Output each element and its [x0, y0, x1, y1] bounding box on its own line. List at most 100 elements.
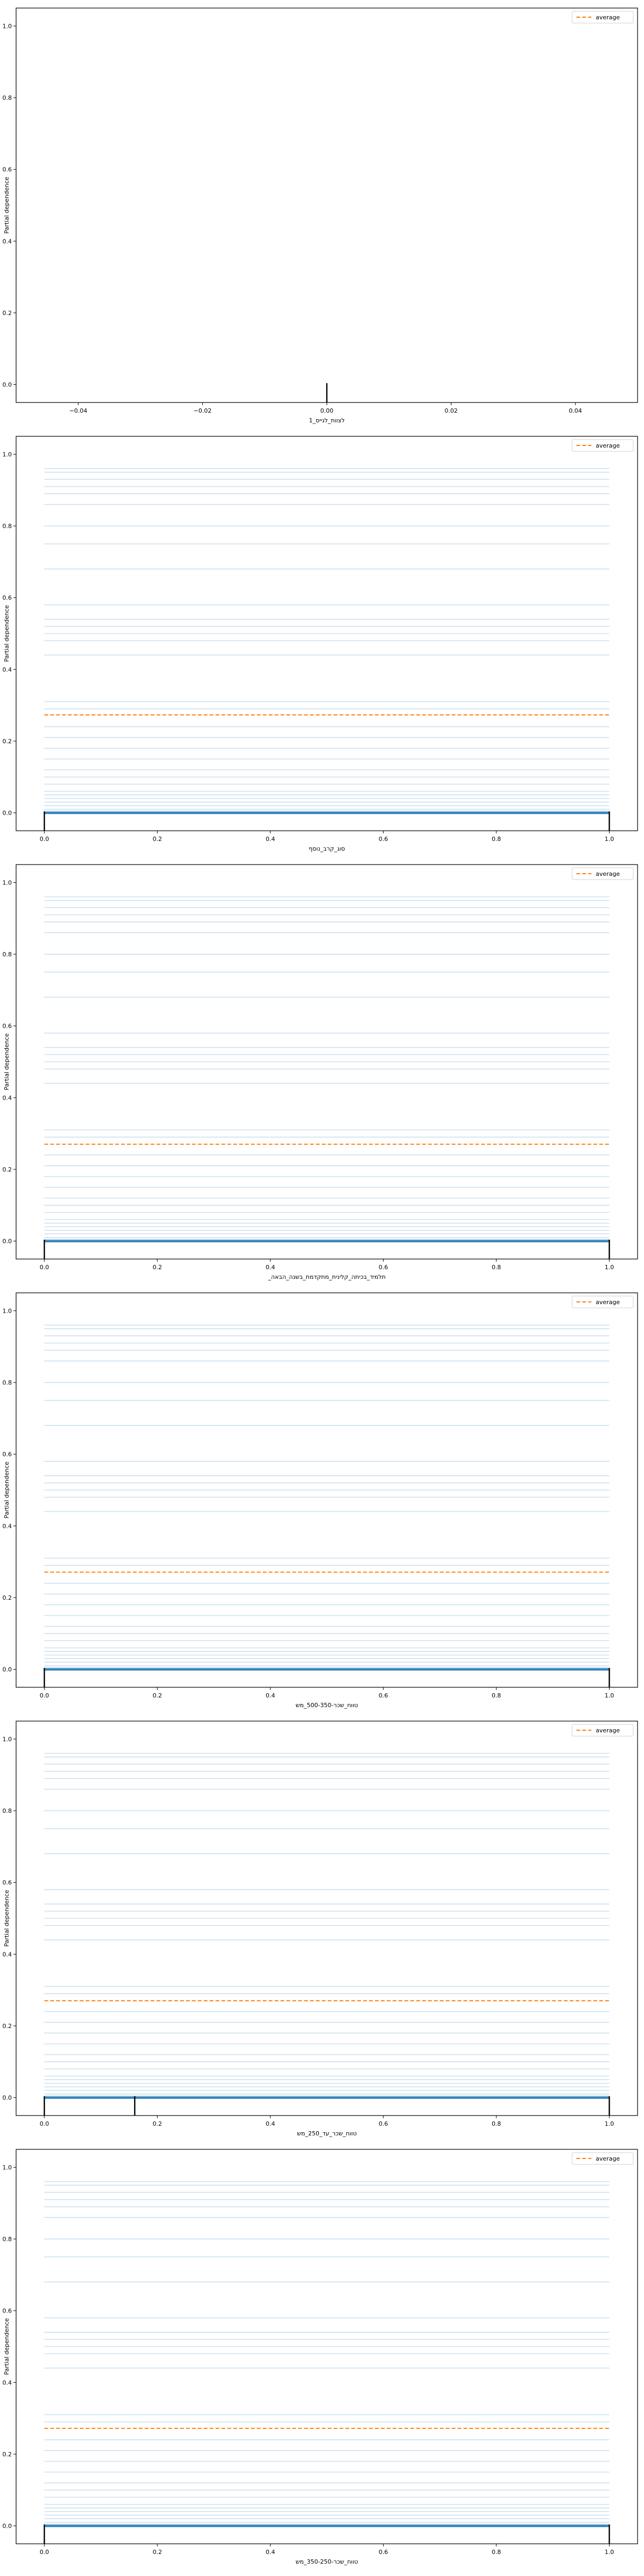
y-axis-label: Partial dependence	[3, 1461, 10, 1518]
legend-average-label: average	[596, 14, 620, 21]
legend-box	[572, 1724, 634, 1737]
x-tick-label-3: 0.00	[320, 407, 334, 414]
x-tick-label-4: 0.02	[444, 407, 458, 414]
x-tick-label-3: 0.4	[266, 836, 275, 843]
x-axis-label: טווח_שכר_עד_250_מש	[297, 2130, 356, 2137]
y-axis-label: Partial dependence	[3, 177, 10, 233]
x-tick-label-4: 0.6	[379, 836, 389, 843]
x-tick-label-6: 1.0	[605, 836, 614, 843]
y-tick-label-2: 0.2	[3, 2451, 12, 2458]
legend-average-label: average	[596, 1727, 620, 1734]
axes-frame	[16, 1292, 638, 1688]
x-axis-label: טווח_שכר-500-350_מש	[296, 1702, 358, 1709]
y-tick-label-1: 0.0	[3, 810, 12, 817]
y-tick-label-3: 0.4	[3, 666, 12, 673]
y-tick-label-6: 1.0	[3, 1307, 12, 1314]
legend: average	[572, 439, 634, 452]
legend-box	[572, 2152, 634, 2165]
x-tick-label-3: 0.4	[266, 1692, 275, 1699]
y-tick-label-5: 0.8	[3, 951, 12, 958]
y-tick-label-2: 0.2	[3, 310, 12, 317]
axes-frame	[16, 2149, 638, 2544]
x-axis-label: _תלמיד_בכיתה_קלינית_מתקדמת_בשנה_הבאה	[267, 1274, 385, 1280]
x-tick-label-2: 0.2	[152, 2120, 162, 2127]
y-tick-label-1: 0.0	[3, 1238, 12, 1245]
legend: average	[572, 1724, 634, 1737]
y-tick-label-3: 0.4	[3, 238, 12, 245]
x-axis-label: סוג_קרב_נוסף	[309, 845, 345, 852]
y-tick-label-2: 0.2	[3, 2023, 12, 2030]
y-tick-label-6: 1.0	[3, 1736, 12, 1743]
y-tick-label-5: 0.8	[3, 523, 12, 530]
axes-frame	[16, 8, 638, 403]
pdp-panel-1: 0.0 0.2 0.4 0.6 0.8 1.0 −0.04 −0.02 0.00 0.02 0.04…	[3, 8, 638, 424]
y-axis-label: Partial dependence	[3, 1033, 10, 1090]
legend-box	[572, 11, 634, 24]
y-tick-label-6: 1.0	[3, 23, 12, 30]
x-tick-label-6: 1.0	[605, 2549, 614, 2556]
pdp-panel-4: 0.0 0.2 0.4 0.6 0.8 1.0 0.0 0.2 0.4 0.6 0.8 1.0 טווח…	[3, 1292, 638, 1709]
y-tick-label-1: 0.0	[3, 2095, 12, 2102]
x-tick-label-5: 0.8	[492, 2120, 501, 2127]
x-tick-label-2: 0.2	[152, 836, 162, 843]
legend-average-label: average	[596, 870, 620, 877]
legend: average	[572, 2152, 634, 2165]
axes-frame	[16, 1721, 638, 2116]
y-tick-label-3: 0.4	[3, 1951, 12, 1958]
x-tick-label-4: 0.6	[379, 1264, 389, 1271]
y-tick-label-1: 0.0	[3, 1666, 12, 1673]
y-tick-label-4: 0.6	[3, 595, 12, 602]
x-axis-label: לצוות_לגייס_1	[309, 417, 345, 424]
legend: average	[572, 1296, 634, 1308]
x-tick-label-1: 0.0	[40, 1692, 49, 1699]
y-tick-label-3: 0.4	[3, 1094, 12, 1101]
x-tick-label-2: 0.2	[152, 2549, 162, 2556]
x-tick-label-1: 0.0	[40, 836, 49, 843]
y-tick-label-4: 0.6	[3, 1879, 12, 1886]
y-tick-label-1: 0.0	[3, 2523, 12, 2530]
x-tick-label-4: 0.6	[379, 1692, 389, 1699]
y-axis-label: Partial dependence	[3, 1890, 10, 1946]
pdp-panel-3: 0.0 0.2 0.4 0.6 0.8 1.0 0.0 0.2 0.4 0.6 0.8 1.0 _תלמ…	[3, 864, 638, 1280]
legend-average-label: average	[596, 1299, 620, 1306]
y-tick-label-3: 0.4	[3, 2379, 12, 2386]
y-tick-label-6: 1.0	[3, 879, 12, 886]
pdp-panel-5: 0.0 0.2 0.4 0.6 0.8 1.0 0.0 0.2 0.4 0.6 0.8 1.0 טווח…	[3, 1721, 638, 2137]
x-tick-label-5: 0.8	[492, 1692, 501, 1699]
y-tick-label-5: 0.8	[3, 2236, 12, 2243]
x-tick-label-5: 0.8	[492, 1264, 501, 1271]
x-tick-label-6: 1.0	[605, 2120, 614, 2127]
y-tick-label-2: 0.2	[3, 738, 12, 745]
pdp-panel-6: 0.0 0.2 0.4 0.6 0.8 1.0 0.0 0.2 0.4 0.6 0.8 1.0 טווח…	[3, 2149, 638, 2565]
y-tick-label-5: 0.8	[3, 1379, 12, 1386]
y-tick-label-5: 0.8	[3, 94, 12, 101]
legend: average	[572, 11, 634, 24]
pdp-panel-2: 0.0 0.2 0.4 0.6 0.8 1.0 0.0 0.2 0.4 0.6 0.8 1.0 סוג_…	[3, 436, 638, 852]
legend-average-label: average	[596, 442, 620, 449]
x-tick-label-1: 0.0	[40, 2120, 49, 2127]
legend-box	[572, 867, 634, 880]
y-axis-label: Partial dependence	[3, 2318, 10, 2375]
x-tick-label-2: −0.02	[194, 407, 212, 414]
y-tick-label-2: 0.2	[3, 1166, 12, 1173]
y-tick-label-6: 1.0	[3, 451, 12, 458]
axes-frame	[16, 436, 638, 831]
x-tick-label-3: 0.4	[266, 1264, 275, 1271]
x-tick-label-5: 0.8	[492, 836, 501, 843]
y-axis-label: Partial dependence	[3, 605, 10, 662]
y-tick-label-4: 0.6	[3, 2308, 12, 2315]
x-tick-label-2: 0.2	[152, 1692, 162, 1699]
x-tick-label-4: 0.6	[379, 2120, 389, 2127]
x-tick-label-2: 0.2	[152, 1264, 162, 1271]
y-tick-label-4: 0.6	[3, 1451, 12, 1458]
x-tick-label-5: 0.04	[569, 407, 582, 414]
x-axis-label: טווח_שכר-350-250_מש	[296, 2558, 358, 2565]
x-tick-label-1: −0.04	[69, 407, 87, 414]
axes-frame	[16, 864, 638, 1260]
y-tick-label-5: 0.8	[3, 1807, 12, 1814]
x-tick-label-3: 0.4	[266, 2549, 275, 2556]
legend: average	[572, 867, 634, 880]
legend-average-label: average	[596, 2155, 620, 2162]
x-tick-label-6: 1.0	[605, 1264, 614, 1271]
